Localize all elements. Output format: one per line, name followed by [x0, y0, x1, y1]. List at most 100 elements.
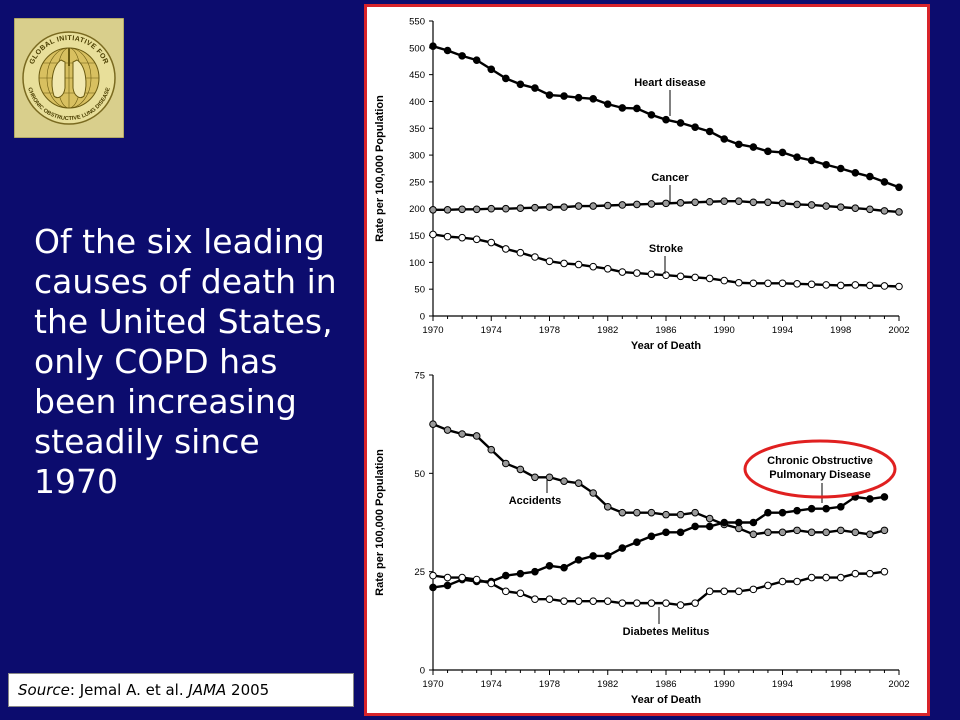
data-point — [880, 207, 889, 215]
data-point — [764, 581, 772, 590]
data-point — [676, 601, 685, 609]
data-point — [502, 74, 510, 83]
y-tick-label: 350 — [409, 124, 425, 135]
data-point — [545, 257, 554, 266]
data-point — [866, 172, 874, 181]
data-point — [647, 111, 656, 119]
data-point — [516, 204, 525, 212]
data-point — [836, 502, 845, 511]
data-point — [502, 459, 510, 468]
gold-logo: GLOBAL INITIATIVE FOR CHRONIC OBSTRUCTIV… — [13, 17, 125, 139]
data-point — [589, 262, 597, 271]
data-point — [589, 489, 597, 497]
data-point — [880, 178, 889, 186]
data-point — [531, 203, 539, 212]
data-point — [662, 599, 670, 607]
data-point — [793, 577, 801, 586]
data-point — [735, 140, 743, 149]
data-point — [531, 253, 539, 261]
x-tick-label: 1970 — [422, 679, 443, 690]
data-point — [633, 104, 641, 113]
data-point — [851, 569, 860, 578]
data-point — [749, 585, 758, 594]
x-axis-title: Year of Death — [631, 694, 702, 706]
data-point — [487, 65, 496, 74]
data-point — [705, 587, 714, 596]
data-point — [676, 272, 685, 281]
data-point — [778, 528, 787, 537]
data-point — [807, 156, 816, 165]
data-point — [851, 528, 860, 537]
data-point — [560, 203, 568, 211]
data-point — [822, 528, 830, 537]
data-point — [458, 205, 466, 214]
data-point — [603, 597, 612, 605]
data-point — [836, 164, 845, 173]
data-point — [458, 573, 466, 582]
data-point — [589, 202, 597, 210]
data-point — [458, 233, 466, 242]
data-point — [705, 514, 714, 523]
data-point — [880, 282, 889, 290]
data-point — [895, 183, 903, 192]
data-point — [429, 571, 437, 580]
data-point — [443, 573, 452, 582]
data-point — [603, 100, 612, 108]
data-point — [574, 202, 583, 210]
data-point — [662, 199, 670, 208]
data-point — [793, 526, 801, 535]
data-point — [545, 561, 554, 570]
data-point — [647, 508, 656, 517]
data-point — [618, 104, 627, 112]
data-point — [472, 575, 481, 584]
data-point — [778, 279, 787, 288]
data-point — [836, 573, 845, 582]
data-point — [574, 479, 583, 487]
data-point — [603, 265, 612, 273]
data-point — [764, 147, 772, 156]
data-point — [880, 493, 889, 501]
y-tick-label: 300 — [409, 151, 425, 162]
x-tick-label: 1986 — [655, 325, 676, 336]
series-label: Chronic Obstructive Pulmonary Disease — [767, 455, 873, 481]
data-point — [705, 127, 714, 136]
y-tick-label: 0 — [420, 666, 425, 677]
data-point — [749, 198, 758, 207]
series-heart-disease: Heart disease — [429, 42, 903, 192]
data-point — [778, 148, 787, 157]
data-point — [429, 420, 437, 428]
data-point — [603, 502, 612, 511]
data-point — [807, 528, 816, 537]
data-point — [822, 160, 830, 169]
series-cancer: Cancer — [429, 172, 903, 216]
data-point — [851, 281, 860, 289]
data-point — [603, 552, 612, 560]
data-point — [836, 203, 845, 211]
data-point — [560, 563, 568, 572]
data-point — [589, 94, 597, 103]
data-point — [720, 276, 729, 285]
source-citation: Source: Jemal A. et al. JAMA 2005 — [8, 673, 354, 707]
data-point — [647, 270, 656, 278]
series-label: Stroke — [649, 243, 683, 255]
data-point — [560, 259, 568, 268]
data-point — [778, 508, 787, 517]
data-point — [822, 281, 830, 289]
data-point — [531, 595, 539, 604]
series-diabetes-melitus: Diabetes Melitus — [429, 567, 889, 638]
data-point — [880, 567, 889, 576]
data-point — [487, 579, 496, 588]
data-point — [647, 200, 656, 208]
data-point — [749, 530, 758, 539]
data-point — [618, 599, 627, 607]
data-point — [676, 199, 685, 207]
y-tick-label: 75 — [414, 371, 425, 382]
data-point — [662, 510, 670, 519]
data-point — [633, 538, 641, 546]
data-point — [574, 556, 583, 564]
source-year: 2005 — [226, 681, 270, 699]
source-label: Source — [18, 681, 70, 699]
data-point — [749, 518, 758, 527]
y-axis-title: Rate per 100,000 Population — [374, 95, 386, 242]
data-point — [807, 504, 816, 513]
